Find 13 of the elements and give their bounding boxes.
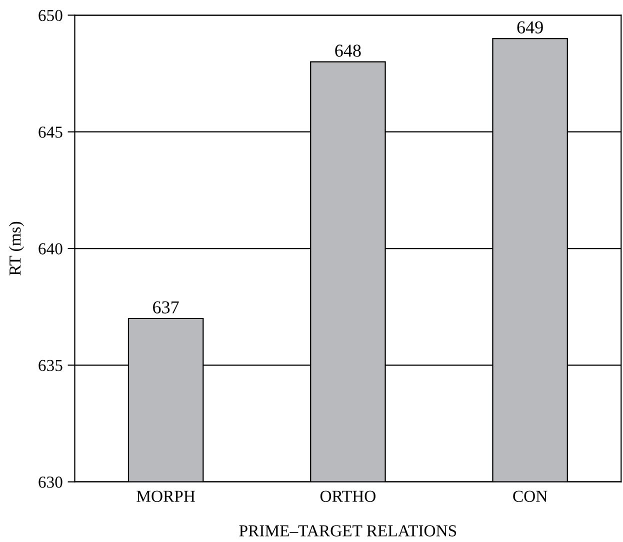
- y-tick-label: 630: [38, 476, 62, 488]
- data-label: 648: [335, 44, 361, 57]
- data-label: 649: [517, 21, 543, 34]
- y-tick-label: 650: [38, 10, 62, 22]
- y-tick-label: 635: [38, 360, 62, 372]
- x-tick-label: ORTHO: [320, 490, 376, 502]
- x-axis-title: PRIME–TARGET RELATIONS: [239, 525, 456, 536]
- x-tick-label: CON: [513, 490, 548, 502]
- x-tick-label: MORPH: [136, 490, 195, 502]
- data-label: 637: [153, 301, 179, 314]
- y-tick-label: 645: [38, 126, 62, 138]
- y-tick-label: 640: [38, 243, 62, 254]
- y-axis-title: RT (ms): [8, 222, 24, 276]
